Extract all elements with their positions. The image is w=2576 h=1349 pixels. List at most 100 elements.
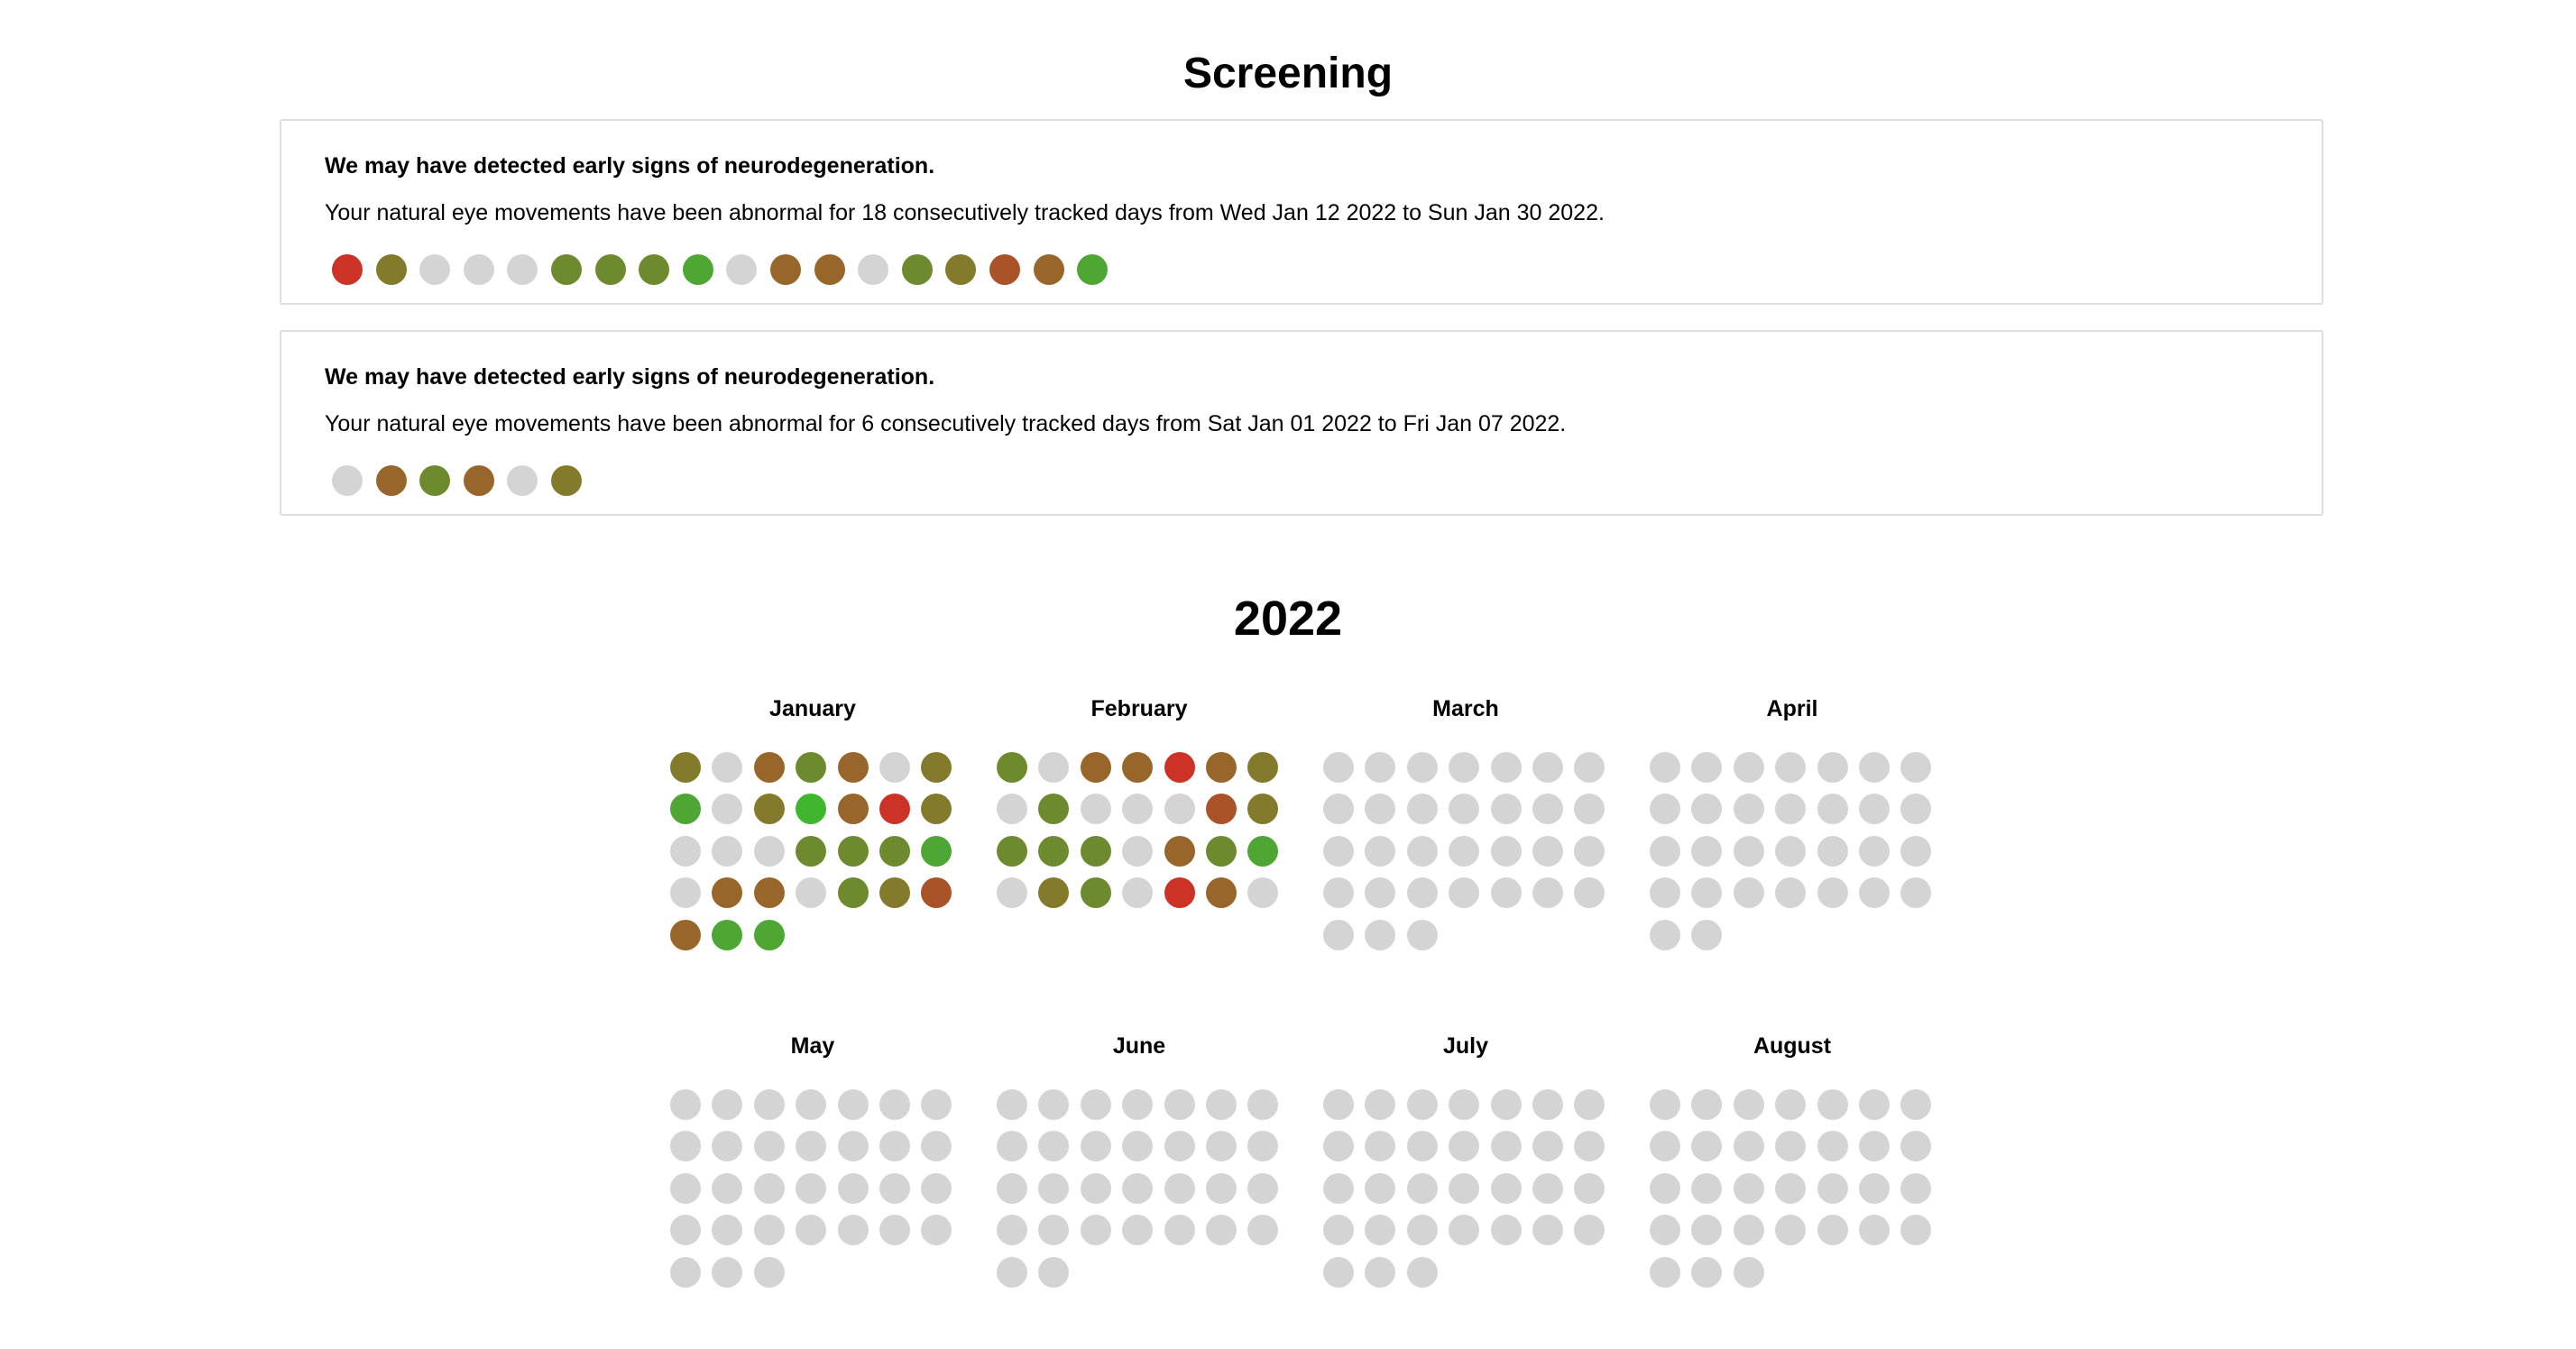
day-status-dot[interactable] [1859, 1215, 1890, 1245]
day-status-dot[interactable] [1574, 752, 1605, 783]
day-status-dot[interactable] [796, 877, 826, 908]
day-status-dot[interactable] [1574, 1131, 1605, 1161]
day-status-dot[interactable] [1407, 1131, 1438, 1161]
day-status-dot[interactable] [332, 465, 363, 496]
day-status-dot[interactable] [712, 1257, 742, 1288]
day-status-dot[interactable] [1038, 1215, 1069, 1245]
day-status-dot[interactable] [1650, 1131, 1680, 1161]
day-status-dot[interactable] [921, 1215, 952, 1245]
day-status-dot[interactable] [1323, 1257, 1354, 1288]
day-status-dot[interactable] [712, 877, 742, 908]
day-status-dot[interactable] [1081, 836, 1111, 867]
day-status-dot[interactable] [670, 794, 701, 824]
day-status-dot[interactable] [1323, 920, 1354, 950]
day-status-dot[interactable] [1532, 752, 1563, 783]
day-status-dot[interactable] [1900, 1173, 1931, 1204]
day-status-dot[interactable] [1734, 1131, 1764, 1161]
day-status-dot[interactable] [1817, 1173, 1848, 1204]
day-status-dot[interactable] [1491, 794, 1522, 824]
day-status-dot[interactable] [1532, 1089, 1563, 1120]
day-status-dot[interactable] [1407, 1089, 1438, 1120]
day-status-dot[interactable] [997, 836, 1027, 867]
day-status-dot[interactable] [1038, 1173, 1069, 1204]
day-status-dot[interactable] [670, 1089, 701, 1120]
day-status-dot[interactable] [464, 465, 494, 496]
day-status-dot[interactable] [754, 752, 785, 783]
day-status-dot[interactable] [419, 465, 450, 496]
day-status-dot[interactable] [1691, 752, 1722, 783]
day-status-dot[interactable] [1038, 1131, 1069, 1161]
day-status-dot[interactable] [838, 752, 869, 783]
day-status-dot[interactable] [1081, 1089, 1111, 1120]
day-status-dot[interactable] [1449, 1173, 1479, 1204]
day-status-dot[interactable] [1775, 1131, 1806, 1161]
day-status-dot[interactable] [1491, 877, 1522, 908]
day-status-dot[interactable] [1034, 254, 1064, 285]
day-status-dot[interactable] [989, 254, 1020, 285]
day-status-dot[interactable] [754, 836, 785, 867]
day-status-dot[interactable] [1650, 752, 1680, 783]
day-status-dot[interactable] [1691, 1089, 1722, 1120]
day-status-dot[interactable] [376, 254, 407, 285]
day-status-dot[interactable] [879, 877, 910, 908]
day-status-dot[interactable] [1650, 1089, 1680, 1120]
day-status-dot[interactable] [838, 877, 869, 908]
day-status-dot[interactable] [997, 1215, 1027, 1245]
day-status-dot[interactable] [997, 1089, 1027, 1120]
day-status-dot[interactable] [1206, 1089, 1237, 1120]
day-status-dot[interactable] [464, 254, 494, 285]
day-status-dot[interactable] [1449, 794, 1479, 824]
day-status-dot[interactable] [507, 254, 538, 285]
day-status-dot[interactable] [1122, 752, 1153, 783]
day-status-dot[interactable] [1365, 836, 1395, 867]
day-status-dot[interactable] [1574, 1215, 1605, 1245]
day-status-dot[interactable] [1038, 1089, 1069, 1120]
day-status-dot[interactable] [670, 836, 701, 867]
day-status-dot[interactable] [712, 1089, 742, 1120]
day-status-dot[interactable] [1691, 920, 1722, 950]
day-status-dot[interactable] [712, 1131, 742, 1161]
day-status-dot[interactable] [796, 1173, 826, 1204]
day-status-dot[interactable] [1491, 752, 1522, 783]
day-status-dot[interactable] [1122, 1173, 1153, 1204]
day-status-dot[interactable] [507, 465, 538, 496]
day-status-dot[interactable] [796, 1215, 826, 1245]
day-status-dot[interactable] [712, 1215, 742, 1245]
day-status-dot[interactable] [1900, 836, 1931, 867]
day-status-dot[interactable] [1650, 920, 1680, 950]
day-status-dot[interactable] [712, 752, 742, 783]
day-status-dot[interactable] [1491, 1089, 1522, 1120]
day-status-dot[interactable] [1691, 1131, 1722, 1161]
day-status-dot[interactable] [712, 1173, 742, 1204]
day-status-dot[interactable] [683, 254, 713, 285]
day-status-dot[interactable] [1859, 1131, 1890, 1161]
day-status-dot[interactable] [1038, 752, 1069, 783]
day-status-dot[interactable] [838, 1173, 869, 1204]
day-status-dot[interactable] [1650, 1173, 1680, 1204]
day-status-dot[interactable] [1247, 1173, 1278, 1204]
day-status-dot[interactable] [754, 1089, 785, 1120]
day-status-dot[interactable] [1247, 794, 1278, 824]
day-status-dot[interactable] [1206, 1215, 1237, 1245]
day-status-dot[interactable] [1859, 836, 1890, 867]
day-status-dot[interactable] [1122, 836, 1153, 867]
day-status-dot[interactable] [1449, 752, 1479, 783]
day-status-dot[interactable] [1407, 836, 1438, 867]
day-status-dot[interactable] [1817, 836, 1848, 867]
day-status-dot[interactable] [1491, 1215, 1522, 1245]
day-status-dot[interactable] [1164, 1215, 1195, 1245]
day-status-dot[interactable] [1122, 877, 1153, 908]
day-status-dot[interactable] [921, 877, 952, 908]
day-status-dot[interactable] [1734, 1173, 1764, 1204]
day-status-dot[interactable] [1164, 1089, 1195, 1120]
day-status-dot[interactable] [1323, 877, 1354, 908]
day-status-dot[interactable] [1691, 1173, 1722, 1204]
day-status-dot[interactable] [1081, 752, 1111, 783]
day-status-dot[interactable] [1038, 794, 1069, 824]
day-status-dot[interactable] [1691, 1215, 1722, 1245]
day-status-dot[interactable] [796, 1131, 826, 1161]
day-status-dot[interactable] [879, 1089, 910, 1120]
day-status-dot[interactable] [1247, 836, 1278, 867]
day-status-dot[interactable] [1734, 1257, 1764, 1288]
day-status-dot[interactable] [1122, 1131, 1153, 1161]
